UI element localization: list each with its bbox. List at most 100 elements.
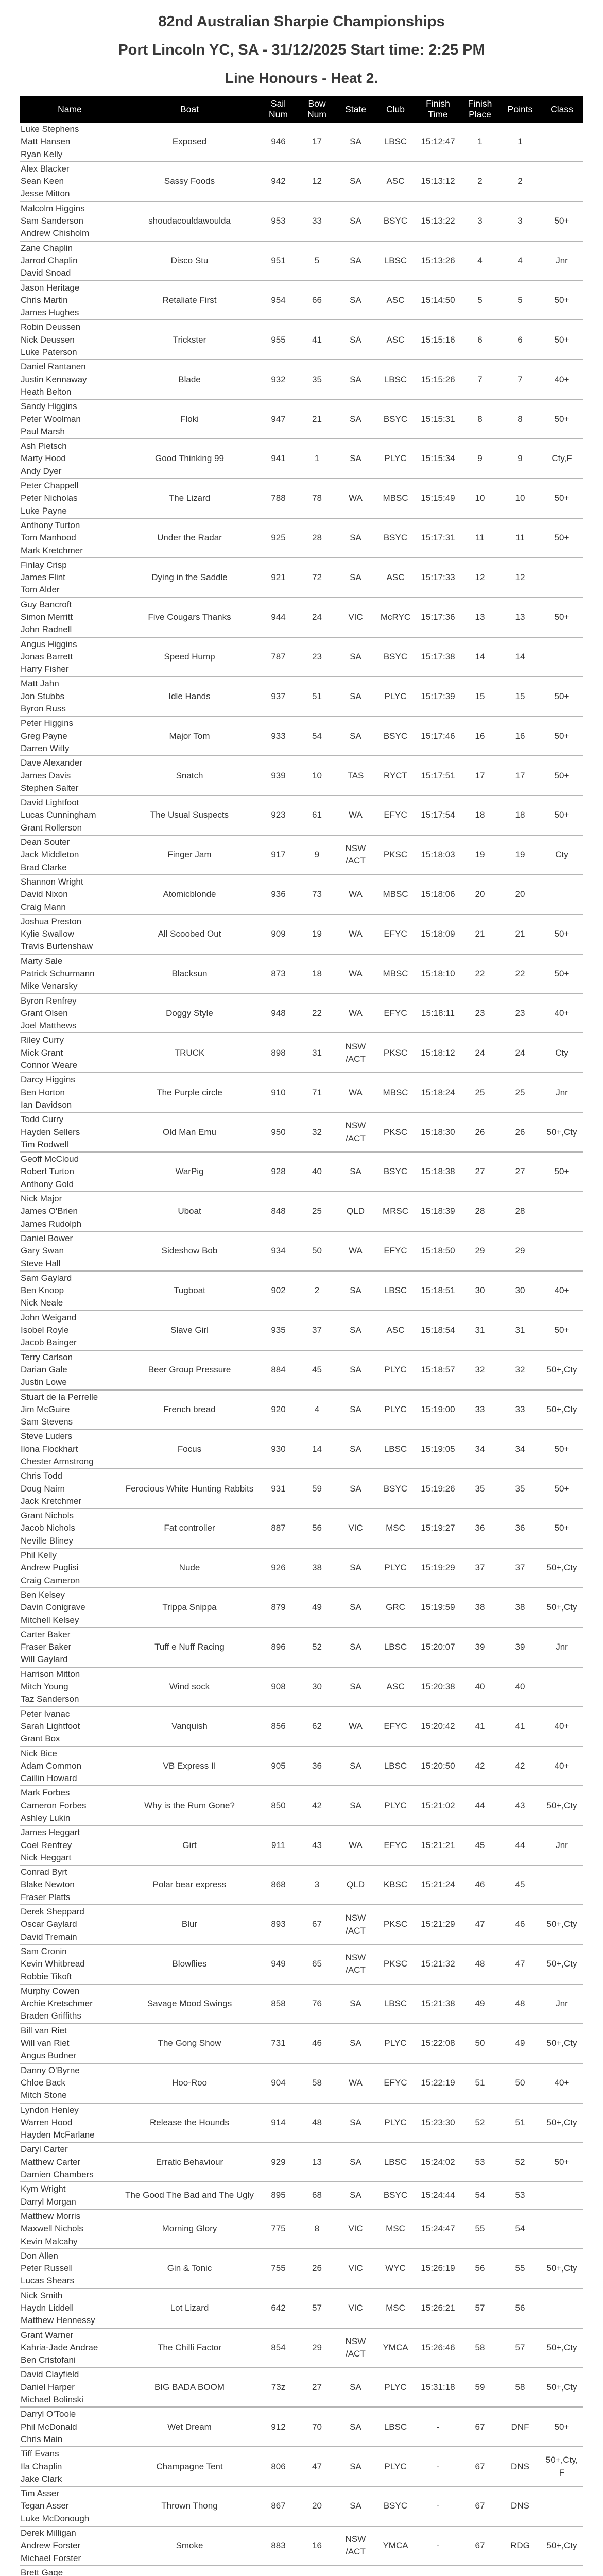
cell-points: 9 <box>518 453 523 464</box>
column-header-2: Sail Num <box>259 96 298 123</box>
cell-boat: Disco Stu <box>170 255 209 265</box>
cell-class <box>540 2486 583 2526</box>
cell-state: SA <box>350 731 361 741</box>
table-row: Danny O'Byrne Chloe Back Mitch Stone Hoo-Ro… <box>20 2063 583 2103</box>
crew-name: Isobel Royle <box>21 1325 69 1335</box>
cell-state: WA <box>349 1721 363 1731</box>
cell-bow-num: 10 <box>312 770 322 781</box>
cell-names: Finlay Crisp James Flint Tom Alder <box>20 558 120 598</box>
cell-points: DNF <box>511 2421 529 2432</box>
cell-points: 2 <box>518 176 523 187</box>
cell-club: PLYC <box>384 453 407 464</box>
crew-name: Phil McDonald <box>21 2421 77 2432</box>
cell-points: DNS <box>511 2461 529 2471</box>
cell-boat: Floki <box>180 414 199 424</box>
crew-name: Riley Curry <box>21 1035 64 1045</box>
crew-name: Chloe Back <box>21 2077 65 2088</box>
cell-boat: Sassy Foods <box>164 176 215 187</box>
cell-state: WA <box>349 1246 363 1256</box>
cell-state: WA <box>349 810 363 820</box>
crew-name: Guy Bancroft <box>21 599 72 609</box>
cell-bow-num: 16 <box>312 2540 322 2551</box>
cell-sail-num: 942 <box>271 176 286 187</box>
cell-finish-place: 59 <box>475 2382 485 2392</box>
table-row: Bill van Riet Will van Riet Angus Budner Th… <box>20 2024 583 2063</box>
cell-names: Steve Luders Ilona Flockhart Chester Armst… <box>20 1429 120 1469</box>
cell-finish-place: 16 <box>475 731 485 741</box>
cell-names: Terry Carlson Darian Gale Justin Lowe <box>20 1350 120 1390</box>
table-row: Anthony Turton Tom Manhood Mark Kretchmer U… <box>20 518 583 558</box>
crew-name: Tegan Asser <box>21 2501 69 2511</box>
crew-name: Jim McGuire <box>21 1404 70 1414</box>
crew-name: Jack Kretchmer <box>21 1496 82 1506</box>
crew-name: Patrick Schurmann <box>21 969 95 978</box>
cell-finish-place: 23 <box>475 1008 485 1018</box>
cell-finish-place: 50 <box>475 2038 485 2048</box>
cell-club: ASC <box>386 334 405 345</box>
cell-club: PKSC <box>383 1959 408 1969</box>
crew-name: Harrison Mitton <box>21 1669 80 1679</box>
cell-points: 31 <box>515 1325 525 1335</box>
cell-sail-num: 954 <box>271 295 286 305</box>
cell-bow-num: 42 <box>312 1800 322 1810</box>
table-row: Finlay Crisp James Flint Tom Alder Dying in… <box>20 558 583 598</box>
crew-name: Davin Conigrave <box>21 1602 85 1613</box>
cell-names: Jason Heritage Chris Martin James Hughes <box>20 281 120 320</box>
cell-finish-place: 6 <box>477 334 483 345</box>
crew-name: James Heggart <box>21 1827 80 1838</box>
table-row: Zane Chaplin Jarrod Chaplin David Snoad Dis… <box>20 241 583 281</box>
cell-boat: The Usual Suspects <box>150 810 229 820</box>
cell-sail-num: 912 <box>271 2421 286 2432</box>
cell-finish-time: 15:31:18 <box>421 2382 455 2392</box>
cell-state: SA <box>350 1602 361 1613</box>
cell-class <box>540 2182 583 2209</box>
cell-sail-num: 908 <box>271 1682 286 1692</box>
table-row: Murphy Cowen Archie Kretschmer Braden Grif… <box>20 1984 583 2024</box>
cell-bow-num: 40 <box>312 1166 322 1177</box>
crew-name: Archie Kretschmer <box>21 1998 93 2009</box>
cell-bow-num: 46 <box>312 2038 322 2048</box>
crew-name: Mitch Stone <box>21 2090 67 2100</box>
cell-class: 50+ <box>554 295 570 305</box>
cell-bow-num: 76 <box>312 1998 322 2009</box>
cell-boat: Old Man Emu <box>163 1127 216 1137</box>
cell-club: EFYC <box>384 2077 407 2088</box>
crew-name: Conrad Byrt <box>21 1867 67 1877</box>
cell-class: Jnr <box>556 1998 568 2009</box>
cell-class <box>540 2209 583 2249</box>
cell-club: PLYC <box>384 2382 407 2392</box>
cell-sail-num: 947 <box>271 414 286 424</box>
cell-names: Alex Blacker Sean Keen Jesse Mitton <box>20 162 120 201</box>
crew-name: Grant Warner <box>21 2330 74 2340</box>
cell-bow-num: 67 <box>312 1919 322 1929</box>
cell-bow-num: 56 <box>312 1523 322 1533</box>
cell-class: 50+,Cty <box>546 1919 577 1929</box>
table-row: Riley Curry Mick Grant Connor Weare TRUCK 89… <box>20 1033 583 1073</box>
cell-club: MSC <box>386 2302 405 2313</box>
cell-names: John Weigand Isobel Royle Jacob Bainger <box>20 1311 120 1350</box>
cell-boat: Champagne Tent <box>156 2461 223 2471</box>
crew-name: Finlay Crisp <box>21 560 67 570</box>
cell-names: Geoff McCloud Robert Turton Anthony Gold <box>20 1152 120 1192</box>
cell-boat: Why is the Rum Gone? <box>144 1800 235 1810</box>
table-row: Daniel Rantanen Justin Kennaway Heath Belt… <box>20 360 583 400</box>
cell-finish-place: 58 <box>475 2342 485 2352</box>
cell-finish-time: 15:18:57 <box>421 1364 455 1375</box>
cell-sail-num: 904 <box>271 2077 286 2088</box>
cell-names: David Lightfoot Lucas Cunningham Grant Rol… <box>20 795 120 835</box>
crew-name: Ian Davidson <box>21 1099 72 1110</box>
cell-club: MRSC <box>382 1206 409 1216</box>
cell-class: 50+ <box>554 414 570 424</box>
cell-boat: Retaliate First <box>162 295 217 305</box>
cell-points: 17 <box>515 770 525 781</box>
column-header-1: Boat <box>120 96 259 123</box>
cell-sail-num: 879 <box>271 1602 286 1613</box>
cell-sail-num: 934 <box>271 1246 286 1256</box>
crew-name: Ila Chaplin <box>21 2461 62 2471</box>
crew-name: Sam Cronin <box>21 1946 67 1956</box>
cell-state: SA <box>350 1166 361 1177</box>
cell-class: Jnr <box>556 1642 568 1652</box>
cell-bow-num: 72 <box>312 572 322 583</box>
cell-state: QLD <box>347 1879 365 1890</box>
cell-boat: Hoo-Roo <box>171 2077 208 2088</box>
